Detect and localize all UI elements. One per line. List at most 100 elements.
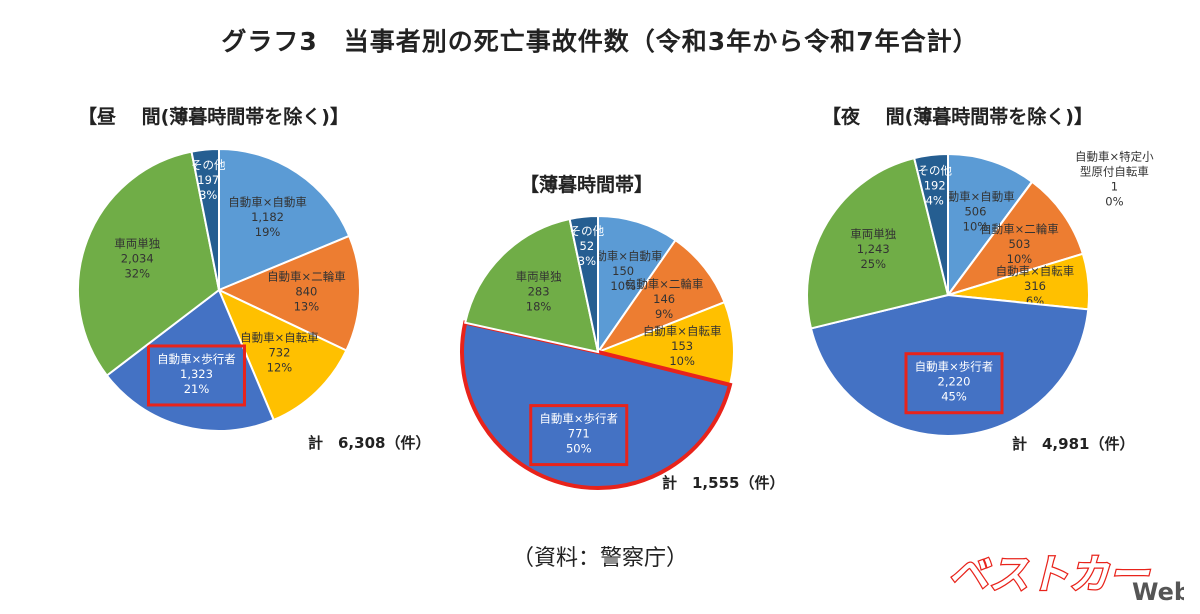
slice-name: 自動車×自動車 (584, 249, 663, 263)
slice-name: 自動車×二輪車 (625, 277, 704, 291)
chart-title-daytime: 【昼 間(薄暮時間帯を除く)】 (78, 106, 349, 128)
slice-value: 283 (528, 285, 550, 299)
pie-slice-other (190, 147, 220, 291)
slice-name: その他 (191, 158, 226, 172)
slice-value: 1,182 (251, 210, 284, 224)
slice-value: 153 (671, 339, 693, 353)
slice-value: 1,243 (857, 242, 890, 256)
slice-percent: 3% (199, 188, 217, 202)
slice-percent: 3% (578, 254, 596, 268)
slice-name: 自動車×自転車 (643, 324, 722, 338)
chart-title-dusk: 【薄暮時間帯】 (520, 174, 654, 196)
slice-value: 2,220 (938, 375, 971, 389)
slice-percent: 12% (267, 361, 293, 375)
slice-percent: 13% (294, 300, 320, 314)
pie-slice-single (806, 156, 950, 330)
slice-percent: 19% (255, 225, 281, 239)
slice-value: 503 (1008, 237, 1030, 251)
page-title: グラフ3 当事者別の死亡事故件数（令和3年から令和7年合計） (221, 27, 979, 56)
bestcar-web-logo: ベストカー Web (947, 551, 1184, 604)
slice-name: 自動車×自転車 (996, 264, 1075, 278)
pie-slice-car_moto (595, 238, 726, 355)
slice-value: 192 (924, 178, 946, 192)
slice-name: 自動車×歩行者 (915, 360, 994, 374)
pie-slice-car_moto (216, 234, 361, 352)
slice-value: 150 (612, 264, 634, 278)
total-night: 計 4,981（件） (1012, 435, 1135, 453)
slice-value: 732 (268, 346, 290, 360)
slice-value: 146 (653, 292, 675, 306)
slice-name: 車両単独 (114, 237, 160, 251)
total-daytime: 計 6,308（件） (308, 434, 431, 452)
slice-percent: 9% (655, 307, 673, 321)
pie-slice-car_moto (945, 180, 1085, 297)
slice-name: 自動車×歩行者 (539, 412, 618, 426)
slice-value: 840 (295, 285, 317, 299)
slice-name: 自動車×二輪車 (980, 222, 1059, 236)
slice-name: 車両単独 (516, 270, 562, 284)
slice-value: 316 (1024, 279, 1046, 293)
total-dusk: 計 1,555（件） (662, 474, 785, 492)
slice-name: その他 (917, 163, 952, 177)
slice-percent: 0% (1105, 194, 1123, 208)
slice-percent: 10% (669, 354, 695, 368)
slice-percent: 10% (963, 219, 989, 233)
slice-percent: 4% (926, 193, 944, 207)
slice-name: 自動車×歩行者 (157, 352, 236, 366)
slice-value: 197 (197, 173, 219, 187)
highlight-box (904, 352, 1004, 415)
slice-name: 自動車×二輪車 (267, 270, 346, 284)
pie-slice-car_car (597, 214, 677, 356)
pie-slice-car_bike (217, 287, 348, 422)
pie-slice-other (568, 214, 599, 353)
slice-percent: 45% (941, 390, 967, 404)
slice-percent: 32% (124, 267, 150, 281)
highlight-box (146, 344, 246, 407)
slice-value: 1,323 (180, 367, 213, 381)
slice-name: 自動車×自動車 (936, 189, 1015, 203)
slice-percent: 21% (184, 382, 210, 396)
pie-slice-car_ped (809, 293, 1090, 438)
slice-percent: 10% (1007, 252, 1033, 266)
slice-percent: 25% (860, 257, 886, 271)
slice-name: 車両単独 (850, 227, 896, 241)
svg-text:ベストカー: ベストカー (948, 552, 1151, 598)
slice-name: 自動車×自動車 (228, 195, 307, 209)
slice-percent: 18% (526, 300, 552, 314)
slice-value: 2,034 (121, 252, 154, 266)
slice-percent: 1 (1111, 179, 1118, 193)
slice-value: 52 (580, 239, 595, 253)
slice-name: 自動車×特定小 (1075, 149, 1154, 163)
pie-slice-car_car (218, 147, 351, 292)
slice-percent: 10% (610, 279, 636, 293)
pie-slice-other (912, 152, 949, 296)
slice-name: 自動車×自転車 (240, 331, 319, 345)
chart-title-night: 【夜 間(薄暮時間帯を除く)】 (822, 106, 1093, 128)
slice-value: 506 (964, 204, 986, 218)
pie-slice-single (77, 150, 221, 377)
slice-percent: 50% (566, 442, 592, 456)
slice-value: 型原付自転車 (1080, 164, 1149, 178)
highlight-box (529, 404, 629, 467)
pie-slice-car_car (947, 152, 1034, 299)
slice-value: 771 (568, 427, 590, 441)
